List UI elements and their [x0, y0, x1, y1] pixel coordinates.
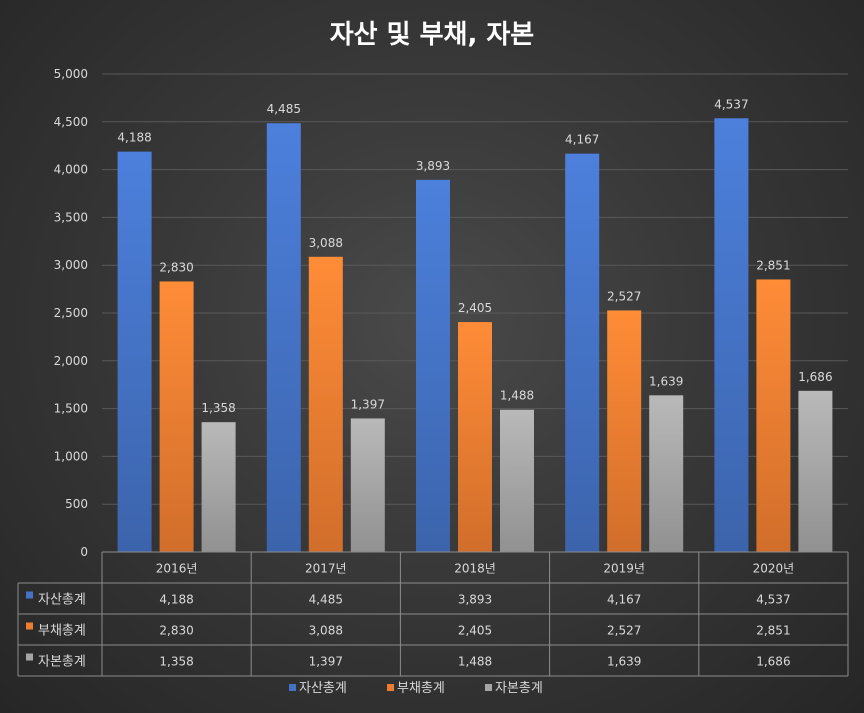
y-tick-label: 4,000: [54, 163, 88, 177]
data-label: 4,537: [714, 97, 748, 111]
bar: [649, 395, 684, 552]
table-cell: 1,397: [309, 655, 343, 669]
table-cell: 1,686: [756, 655, 790, 669]
data-label: 4,167: [565, 133, 599, 147]
y-tick-label: 5,000: [54, 67, 88, 81]
y-tick-label: 3,000: [54, 258, 88, 272]
legend: 자산총계 부채총계 자본총계: [289, 681, 543, 696]
chart-title: 자산 및 부채, 자본: [330, 20, 534, 50]
data-label: 1,639: [649, 374, 683, 388]
data-label: 1,397: [351, 397, 385, 411]
bar: [308, 256, 343, 552]
table-cell: 4,485: [309, 593, 343, 607]
legend-label: 자본총계: [495, 681, 543, 696]
y-tick-label: 4,500: [54, 115, 88, 129]
bar: [798, 390, 833, 552]
series-name: 부채총계: [38, 624, 86, 639]
x-category-label: 2016년: [156, 562, 198, 576]
x-category-label: 2019년: [603, 562, 645, 576]
y-tick-label: 2,000: [54, 354, 88, 368]
y-tick-label: 1,500: [54, 402, 88, 416]
series-key: [26, 622, 33, 630]
y-tick-label: 2,500: [54, 306, 88, 320]
bar: [416, 179, 450, 552]
series-name: 자본총계: [38, 655, 86, 670]
y-tick-label: 500: [65, 497, 88, 511]
data-label: 4,485: [267, 102, 301, 116]
series-key: [26, 591, 33, 599]
series-name: 자산총계: [38, 593, 86, 608]
data-label: 1,358: [201, 401, 235, 415]
data-label: 1,686: [798, 370, 832, 384]
data-label: 1,488: [500, 389, 534, 403]
bars: [117, 118, 833, 552]
bar: [159, 281, 194, 552]
bar: [266, 123, 301, 552]
y-tick-label: 1,000: [54, 449, 88, 463]
bar: [458, 322, 492, 552]
table-cell: 4,188: [159, 593, 193, 607]
bar: [201, 422, 236, 552]
table-cell: 2,830: [159, 624, 193, 638]
table-cell: 1,639: [607, 655, 641, 669]
data-label: 2,830: [159, 260, 193, 274]
bar: [500, 409, 534, 552]
bar: [565, 153, 600, 552]
table-cell: 1,358: [159, 655, 193, 669]
data-label: 2,527: [607, 289, 641, 303]
data-label: 4,188: [117, 131, 151, 145]
data-labels: 4,188 4,485 3,893 4,167 4,537 2,830 3,088 2,405…: [117, 97, 832, 415]
table-cell: 3,088: [309, 624, 343, 638]
legend-label: 자산총계: [299, 681, 347, 696]
y-tick-label: 3,500: [54, 210, 88, 224]
bar: [117, 151, 152, 552]
legend-label: 부채총계: [397, 681, 445, 696]
series-key: [26, 653, 33, 661]
data-label: 3,088: [309, 236, 343, 250]
bar: [350, 418, 385, 552]
y-tick-label: 0: [80, 545, 88, 559]
x-category-label: 2020년: [753, 562, 795, 576]
data-label: 2,851: [756, 258, 790, 272]
data-label: 2,405: [458, 301, 492, 315]
table-cell: 2,405: [458, 624, 492, 638]
bar: [607, 310, 642, 552]
x-category-label: 2018년: [454, 562, 496, 576]
table-cell: 2,851: [756, 624, 790, 638]
data-label: 3,893: [416, 159, 450, 173]
bar: [714, 118, 749, 552]
bar: [756, 279, 791, 552]
table-cell: 4,167: [607, 593, 641, 607]
x-category-label: 2017년: [305, 562, 347, 576]
y-axis: 0 500 1,000 1,500 2,000 2,500 3,000 3,500 4,000 4…: [54, 67, 88, 559]
legend-marker: [485, 684, 492, 691]
table-cell: 3,893: [458, 593, 492, 607]
table-cell: 4,537: [756, 593, 790, 607]
table-cell: 1,488: [458, 655, 492, 669]
legend-marker: [387, 684, 394, 691]
table-cell: 2,527: [607, 624, 641, 638]
legend-marker: [289, 684, 296, 691]
